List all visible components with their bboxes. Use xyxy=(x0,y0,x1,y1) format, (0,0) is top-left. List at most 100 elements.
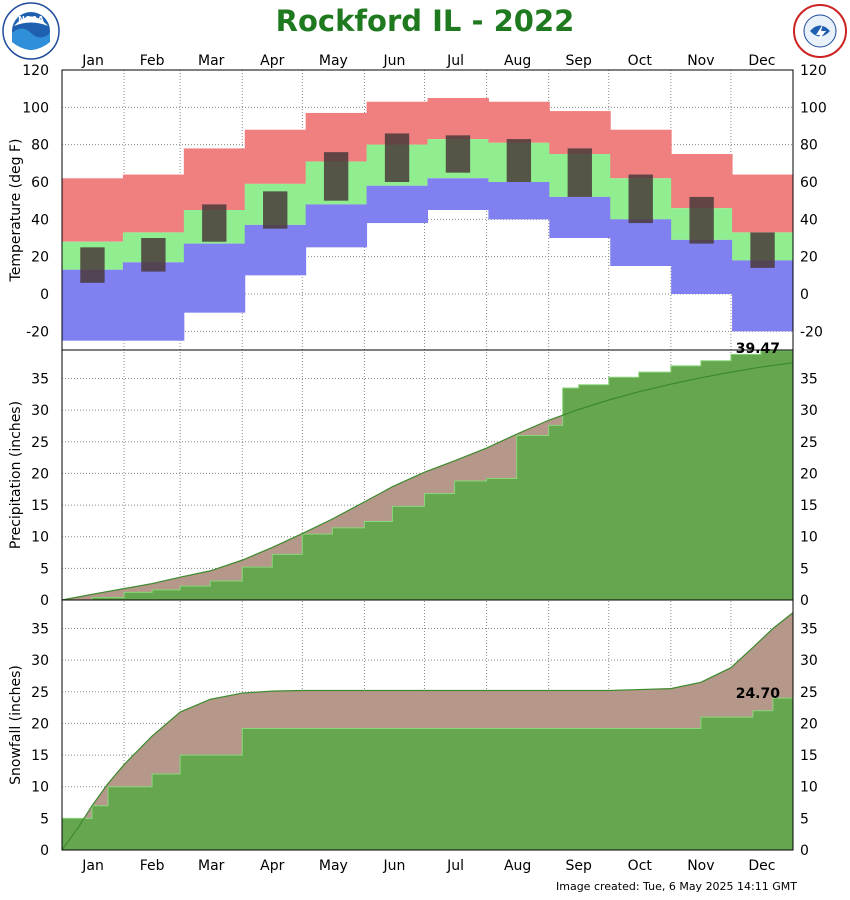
precip-left-tick: 0 xyxy=(40,593,49,609)
temp-right-tick: 20 xyxy=(800,250,818,266)
month-label-bottom: Dec xyxy=(748,858,775,874)
snow-axis-title: Snowfall (inches) xyxy=(8,665,24,785)
temp-right-tick: 60 xyxy=(800,175,818,191)
precip-total-label: 39.47 xyxy=(736,341,780,357)
temp-left-tick: 80 xyxy=(31,138,49,154)
precip-left-tick: 10 xyxy=(31,530,49,546)
record-low-bar xyxy=(305,204,368,248)
record-low-bar xyxy=(610,219,672,266)
temp-right-tick: 100 xyxy=(800,100,827,116)
observed-range-bar xyxy=(506,139,532,182)
nws-logo xyxy=(792,2,848,64)
precip-right-tick: 0 xyxy=(800,593,809,609)
snow-observed-area xyxy=(62,693,793,850)
precip-observed-area xyxy=(62,350,793,600)
month-label-top: Nov xyxy=(687,53,714,69)
record-high-bar xyxy=(427,98,489,140)
snow-left-tick: 30 xyxy=(31,653,49,669)
month-label-top: Apr xyxy=(260,53,284,69)
temp-right-tick: -20 xyxy=(800,324,823,340)
precip-normal-line xyxy=(61,362,794,601)
temp-left-tick: 60 xyxy=(31,175,49,191)
month-label-top: Jul xyxy=(446,53,464,69)
month-label-top: Feb xyxy=(140,53,165,69)
temp-right-tick: 0 xyxy=(800,287,809,303)
record-high-bar xyxy=(732,174,794,233)
month-label-top: Oct xyxy=(628,53,653,69)
record-high-bar xyxy=(488,101,550,143)
month-label-top: Aug xyxy=(504,53,531,69)
precip-right-tick: 35 xyxy=(800,371,818,387)
observed-range-bar xyxy=(323,152,349,201)
record-high-bar xyxy=(610,129,672,179)
snow-right-tick: 20 xyxy=(800,716,818,732)
precip-axis-title: Precipitation (inches) xyxy=(8,401,24,549)
month-label-bottom: Feb xyxy=(140,858,165,874)
month-label-top: Jan xyxy=(81,53,104,69)
snow-left-tick: 10 xyxy=(31,780,49,796)
frame-layer xyxy=(61,69,794,851)
observed-range-bar xyxy=(263,191,288,229)
precip-right-tick: 20 xyxy=(800,466,818,482)
snow-right-tick: 30 xyxy=(800,653,818,669)
record-low-bar xyxy=(122,262,185,341)
snow-right-tick: 5 xyxy=(800,811,809,827)
precip-left-tick: 30 xyxy=(31,403,49,419)
month-label-bottom: Oct xyxy=(628,858,653,874)
month-label-bottom: Aug xyxy=(504,858,531,874)
snow-normal-line xyxy=(61,612,794,851)
snow-right-tick: 0 xyxy=(800,843,809,859)
month-label-bottom: Mar xyxy=(198,858,225,874)
temp-left-tick: 20 xyxy=(31,250,49,266)
precip-left-tick: 5 xyxy=(40,561,49,577)
month-label-bottom: Jun xyxy=(383,858,406,874)
precip-right-tick: 30 xyxy=(800,403,818,419)
precip-left-tick: 25 xyxy=(31,435,49,451)
observed-range-bar xyxy=(384,133,410,182)
snow-left-tick: 15 xyxy=(31,748,49,764)
month-label-top: Jun xyxy=(383,53,406,69)
snow-left-tick: 0 xyxy=(40,843,49,859)
temp-right-tick: 120 xyxy=(800,63,827,79)
record-low-bar xyxy=(183,243,246,313)
precip-left-tick: 20 xyxy=(31,466,49,482)
record-low-bar xyxy=(732,260,794,332)
snow-left-tick: 5 xyxy=(40,811,49,827)
svg-text:NOAA: NOAA xyxy=(18,15,44,24)
record-high-bar xyxy=(122,174,185,233)
observed-range-bar xyxy=(202,204,227,242)
month-label-bottom: Sep xyxy=(566,858,593,874)
month-label-top: Sep xyxy=(566,53,593,69)
month-label-bottom: May xyxy=(319,858,348,874)
image-credit: Image created: Tue, 6 May 2025 14:11 GMT xyxy=(556,880,797,893)
precipitation-panel xyxy=(61,350,794,601)
snow-right-tick: 10 xyxy=(800,780,818,796)
record-low-bar xyxy=(488,182,550,220)
observed-range-bar xyxy=(567,148,592,197)
snow-observed-line xyxy=(62,693,794,819)
observed-range-bar xyxy=(750,232,775,268)
record-high-bar xyxy=(244,129,307,184)
observed-range-bar xyxy=(80,247,105,283)
temp-left-tick: -20 xyxy=(26,324,49,340)
temperature-panel xyxy=(62,98,794,341)
precip-right-tick: 25 xyxy=(800,435,818,451)
temp-axis-title: Temperature (deg F) xyxy=(8,139,24,283)
page-title: Rockford IL - 2022 xyxy=(275,4,575,38)
record-low-bar xyxy=(244,224,307,276)
record-low-bar xyxy=(427,178,489,210)
snow-total-label: 24.70 xyxy=(736,686,781,702)
snow-left-tick: 20 xyxy=(31,716,49,732)
snow-right-tick: 25 xyxy=(800,685,818,701)
month-label-top: May xyxy=(319,53,348,69)
snow-right-tick: 35 xyxy=(800,621,818,637)
precip-observed-line xyxy=(62,350,794,601)
snow-left-tick: 35 xyxy=(31,621,49,637)
temp-left-tick: 40 xyxy=(31,212,49,228)
record-high-bar xyxy=(62,178,124,242)
record-high-bar xyxy=(183,148,246,210)
month-label-top: Dec xyxy=(748,53,775,69)
snowfall-panel xyxy=(61,612,794,851)
